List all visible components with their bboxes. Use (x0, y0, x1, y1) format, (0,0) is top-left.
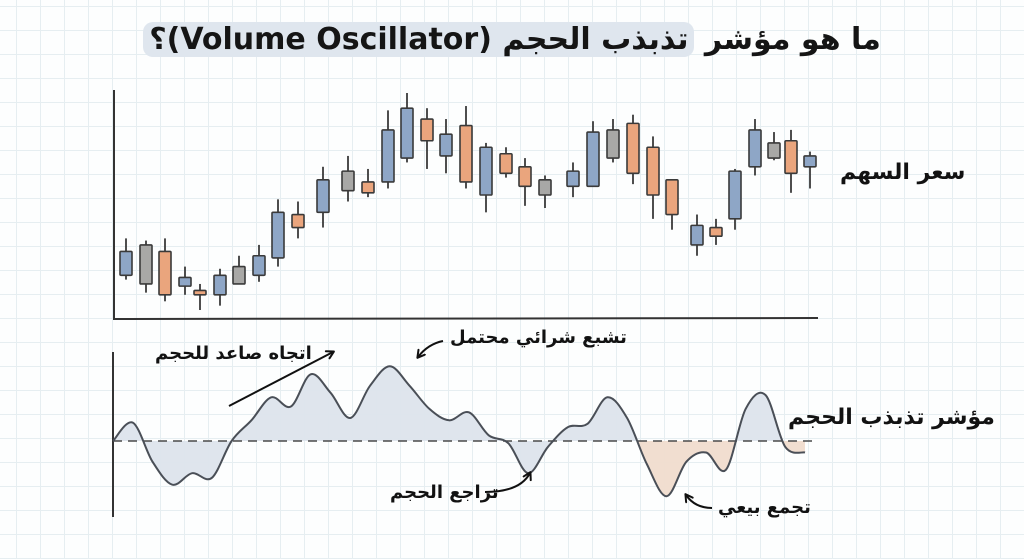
candle-body (586, 131, 600, 188)
oscillator-area (113, 441, 630, 485)
price-label: سعر السهم (840, 160, 966, 185)
decline-arrow-icon (484, 471, 532, 493)
selling-arrow-icon (684, 493, 713, 509)
oscillator-panel (112, 352, 818, 517)
candle-body (158, 250, 172, 296)
candle-body (748, 129, 762, 168)
candle-body (479, 146, 493, 196)
candle-body (499, 152, 513, 175)
oscillator-positive-fill (113, 366, 805, 441)
oscillator-negative-fill (113, 441, 630, 485)
oscillator-line (112, 365, 806, 498)
candle-body (803, 155, 817, 168)
candle-body (459, 124, 473, 183)
candle-body (646, 146, 660, 196)
candle-body (518, 165, 532, 188)
candle-body (606, 129, 620, 159)
candle-body (139, 244, 153, 285)
title-highlight: تذبذب الحجم (Volume Oscillator)؟ (143, 22, 695, 57)
candle-body (767, 142, 781, 159)
candle-body (566, 170, 580, 188)
page-title: ما هو مؤشر تذبذب الحجم (Volume Oscillato… (143, 18, 881, 62)
candle-body (709, 226, 723, 238)
oscillator-area (630, 441, 805, 497)
candle-body (538, 179, 552, 196)
candle-body (178, 276, 192, 287)
overbought-arrow-icon (416, 340, 444, 359)
candle-body (728, 170, 742, 220)
candle-body (213, 274, 227, 296)
candle-body (271, 211, 285, 259)
candle-body (193, 289, 207, 296)
candle-body (400, 107, 414, 159)
oscillator-selling-fill (630, 441, 805, 497)
selling-label: تجمع بيعي (718, 497, 811, 518)
price-x-axis (113, 316, 819, 320)
oscillator-label: مؤشر تذبذب الحجم (788, 405, 995, 430)
oscillator-area (113, 366, 805, 441)
candle-body (381, 129, 395, 183)
candlestick-series (119, 93, 817, 310)
candle-body (439, 133, 453, 157)
candle-body (361, 181, 375, 194)
candle-body (690, 224, 704, 246)
candle-body (316, 179, 330, 214)
title-prefix: ما هو مؤشر (694, 22, 881, 57)
decline-label: تراجع الحجم (390, 482, 499, 503)
candle-body (232, 265, 246, 285)
candle-body (341, 170, 355, 192)
title-wrap: ما هو مؤشر تذبذب الحجم (Volume Oscillato… (0, 18, 1024, 62)
uptrend-arrow-icon (228, 350, 335, 407)
candle-body (252, 254, 266, 277)
candle-body (626, 122, 640, 175)
candle-body (420, 118, 434, 142)
price-axes (113, 90, 819, 320)
uptrend-label: اتجاه صاعد للحجم (155, 343, 312, 364)
candle-body (784, 139, 798, 175)
overbought-label: تشبع شرائي محتمل (450, 327, 627, 348)
candle-body (119, 250, 133, 277)
candle-body (665, 179, 679, 216)
candle-body (291, 213, 305, 229)
